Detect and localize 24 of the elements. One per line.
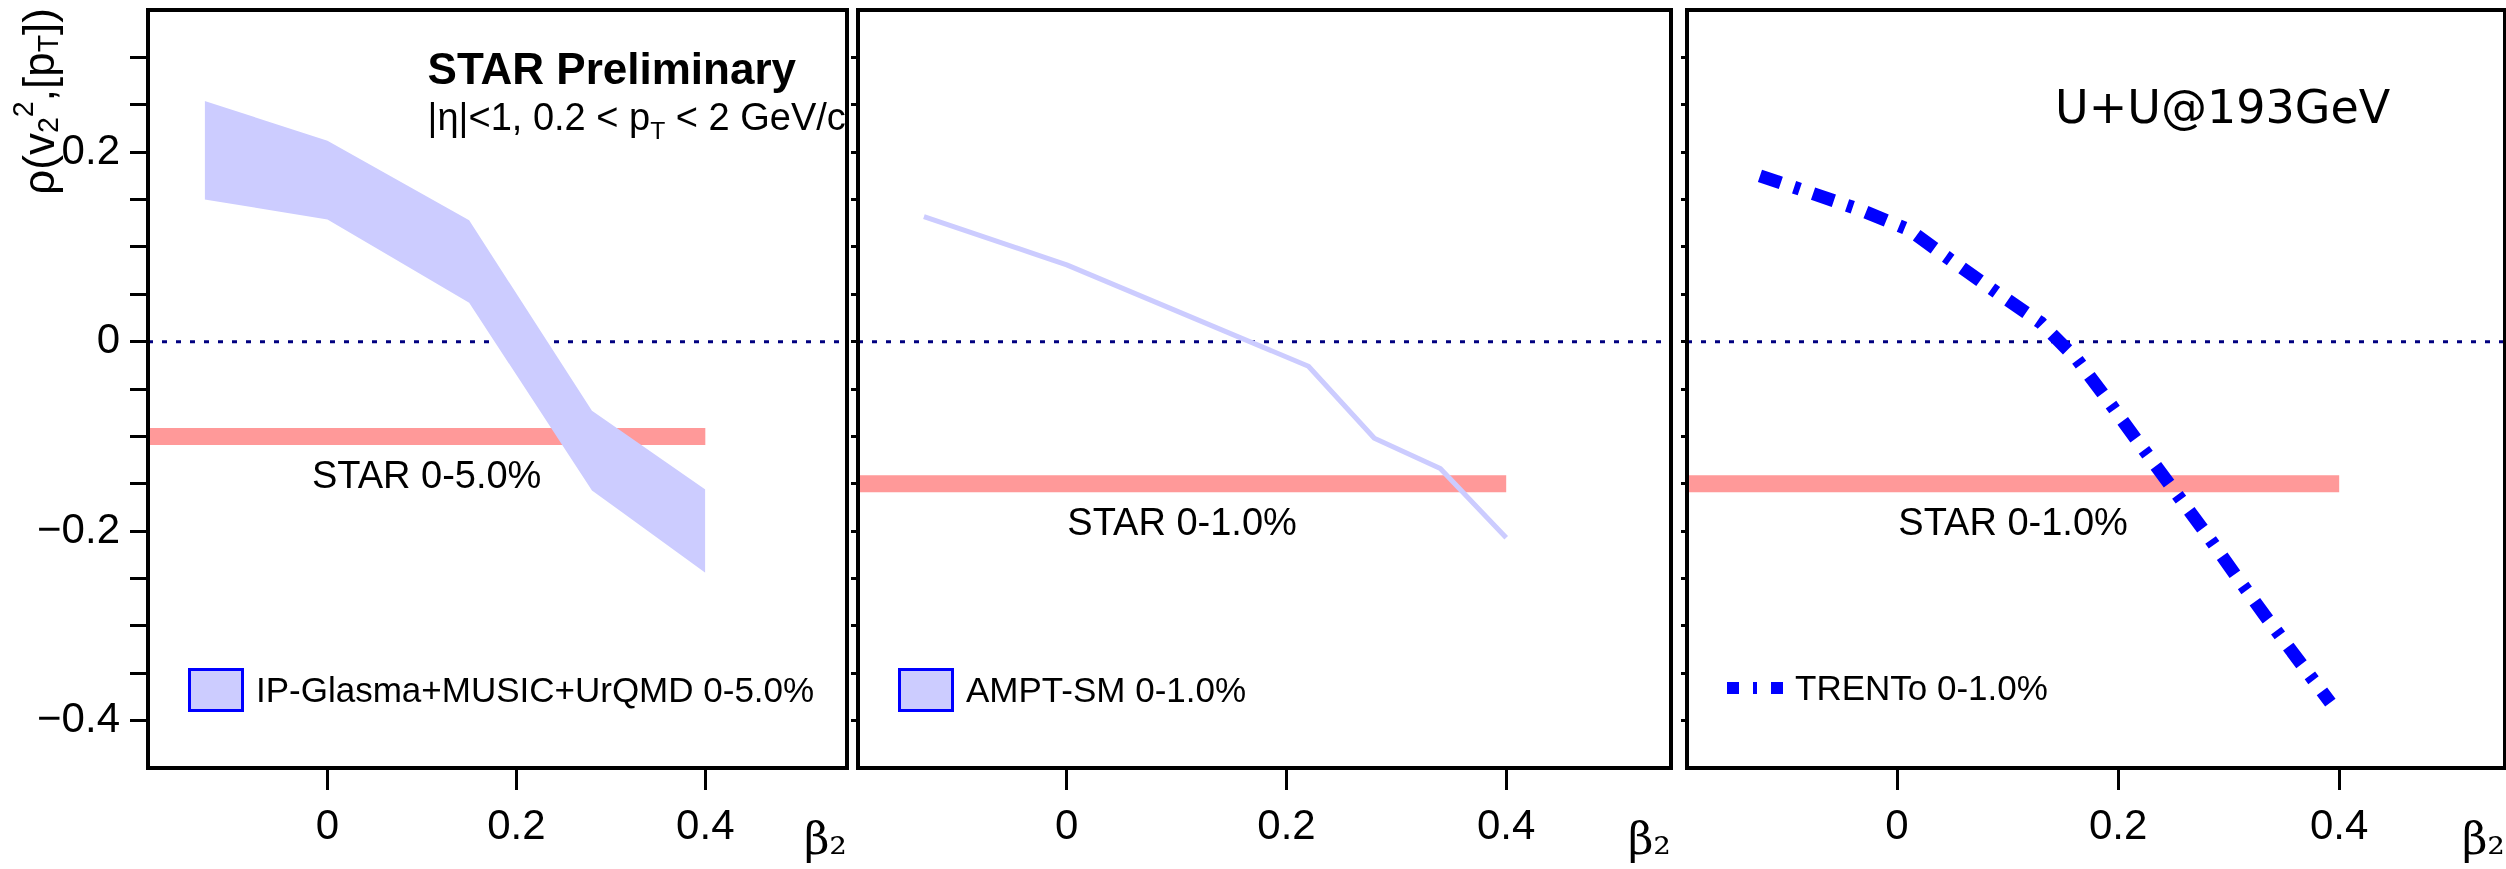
x-axis-title: β₂: [1627, 813, 1671, 865]
y-tick-label: −0.4: [37, 694, 120, 742]
legend-label: TRENTo 0-1.0%: [1795, 668, 2048, 708]
x-tick-label: 0: [1885, 800, 1909, 848]
x-tick-label: 0: [315, 800, 340, 848]
x-tick-label: 0.2: [1257, 800, 1316, 848]
x-tick-label: 0.2: [2088, 800, 2148, 848]
x-tick-label: 0.2: [487, 800, 546, 848]
series-label: STAR 0-1.0%: [1067, 501, 1297, 544]
annotation: U+U@193GeV: [2055, 80, 2391, 134]
x-tick-label: 0: [1055, 800, 1079, 848]
x-tick-label: 0.4: [676, 800, 735, 848]
series-label: STAR 0-5.0%: [311, 453, 542, 496]
legend-label: IP-Glasma+MUSIC+UrQMD 0-5.0%: [256, 670, 815, 710]
series-label: STAR 0-1.0%: [1898, 501, 2128, 544]
x-axis-title: β₂: [2461, 813, 2505, 865]
annotation: |η|<1, 0.2 < p$_{T}$ < 2 GeV/c: [427, 96, 846, 145]
x-tick-label: 0.4: [1477, 800, 1536, 848]
y-tick-label: 0: [96, 315, 120, 363]
x-tick-label: 0.4: [2309, 800, 2369, 848]
legend-label: AMPT-SM 0-1.0%: [966, 670, 1247, 710]
annotation: STAR Preliminary: [427, 44, 797, 94]
y-tick-label: −0.2: [37, 504, 120, 552]
x-axis-title: β₂: [803, 813, 847, 865]
